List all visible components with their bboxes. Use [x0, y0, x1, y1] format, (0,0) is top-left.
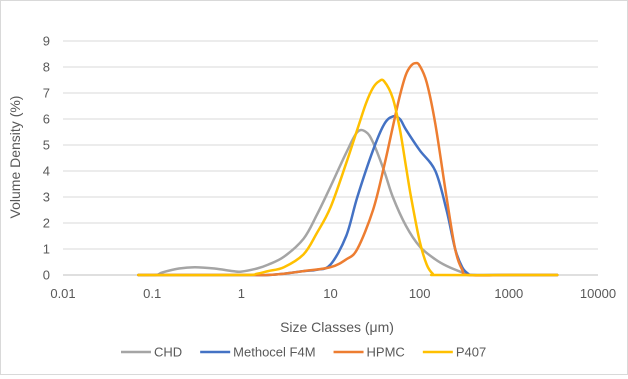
x-tick-label: 0.01 — [50, 286, 75, 301]
x-axis-title: Size Classes (μm) — [280, 319, 394, 335]
x-tick-labels: 0.01 0.1 1 10 100 1000 10000 — [50, 286, 616, 301]
y-tick-label: 7 — [43, 86, 50, 101]
y-tick-label: 2 — [43, 216, 50, 231]
legend-item-p407: P407 — [422, 345, 486, 360]
y-tick-label: 1 — [43, 242, 50, 257]
y-tick-label: 6 — [43, 112, 50, 127]
series-line-chd — [137, 128, 559, 277]
y-tick-label: 4 — [43, 164, 50, 179]
x-tick-label: 0.1 — [143, 286, 161, 301]
y-tick-label: 0 — [43, 268, 50, 283]
series-line-methocel-f4m — [137, 114, 559, 277]
y-tick-label: 5 — [43, 138, 50, 153]
legend-label: HPMC — [367, 345, 405, 360]
x-tick-label: 10 — [323, 286, 337, 301]
gridlines — [63, 40, 598, 276]
x-tick-label: 10000 — [580, 286, 616, 301]
x-tick-label: 100 — [409, 286, 431, 301]
x-tick-label: 1000 — [494, 286, 523, 301]
series-line-p407 — [137, 78, 559, 277]
series-line-hpmc — [137, 61, 559, 277]
y-tick-label: 8 — [43, 60, 50, 75]
legend: CHD Methocel F4M HPMC P407 — [121, 345, 486, 360]
y-tick-label: 3 — [43, 190, 50, 205]
legend-item-hpmc: HPMC — [333, 345, 405, 360]
x-tick-label: 1 — [238, 286, 245, 301]
y-tick-labels: 0 1 2 3 4 5 6 7 8 9 — [43, 34, 50, 283]
legend-item-chd: CHD — [121, 345, 182, 360]
series-lines — [137, 61, 559, 277]
legend-label: P407 — [456, 345, 486, 360]
legend-label: Methocel F4M — [233, 345, 315, 360]
legend-label: CHD — [154, 345, 182, 360]
legend-item-methocel-f4m: Methocel F4M — [200, 345, 316, 360]
y-tick-label: 9 — [43, 34, 50, 49]
y-axis-title: Volume Density (%) — [7, 96, 23, 219]
